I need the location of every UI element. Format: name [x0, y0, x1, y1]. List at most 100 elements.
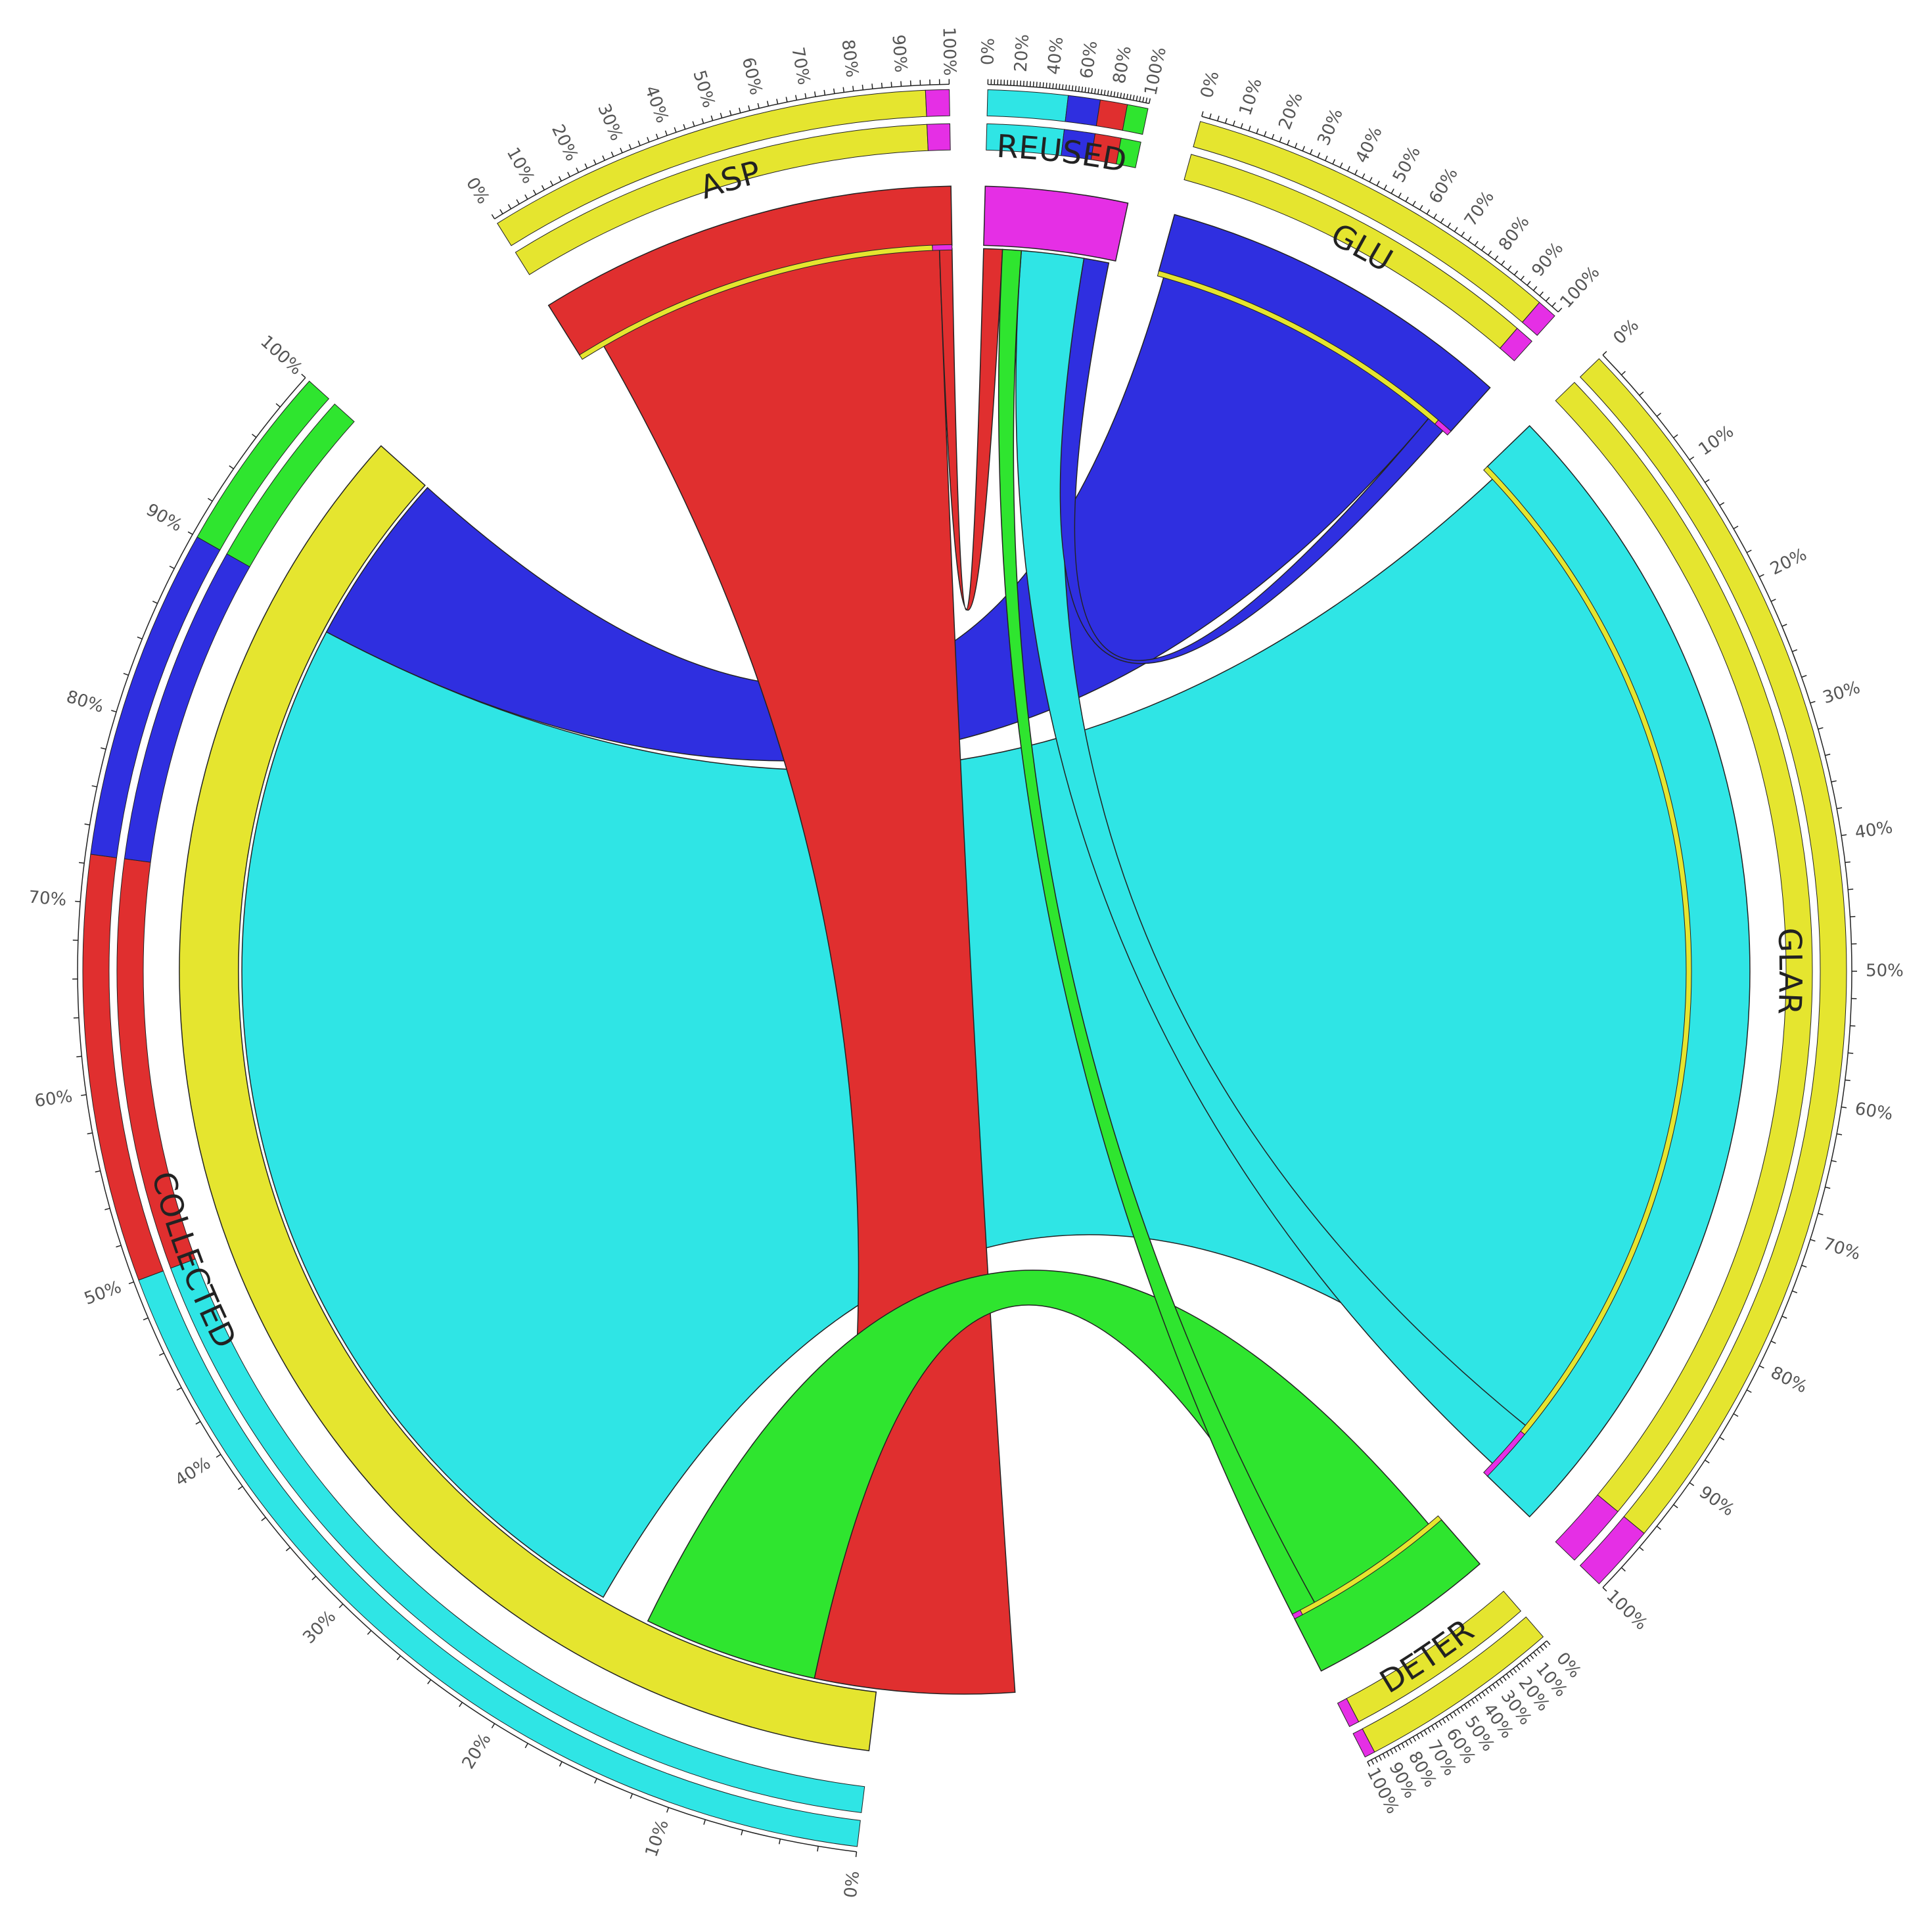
stack-bar-layer	[82, 89, 1847, 1847]
tick-label-reused: 100%	[1141, 45, 1170, 97]
tick-label-glu: 40%	[1352, 124, 1386, 166]
tick-deter	[1499, 1678, 1504, 1684]
tick-reused	[1142, 97, 1145, 103]
tick-glar	[1831, 1160, 1837, 1162]
tick-asp	[567, 172, 570, 177]
tick-deter	[1442, 1718, 1446, 1724]
tick-asp	[647, 137, 650, 143]
tick-glu	[1433, 214, 1437, 219]
tick-label-collected: 40%	[172, 1454, 214, 1491]
tick-glu	[1513, 270, 1519, 275]
tick-glu	[1507, 265, 1512, 271]
tick-collected	[285, 1547, 290, 1552]
tick-glu	[1390, 189, 1394, 194]
tick-collected	[338, 1603, 344, 1609]
tick-glu	[1347, 166, 1350, 172]
tick-label-asp: 60%	[738, 55, 766, 97]
tick-collected	[427, 1679, 432, 1684]
tick-glu	[1354, 170, 1358, 175]
tick-glu	[1447, 222, 1452, 228]
tick-deter	[1533, 1651, 1538, 1657]
tick-deter	[1431, 1725, 1435, 1731]
tick-label-collected: 10%	[641, 1817, 673, 1859]
tick-glar	[1792, 1290, 1798, 1293]
tick-asp	[549, 180, 553, 186]
tick-collected	[104, 1208, 110, 1210]
tick-glu	[1302, 146, 1305, 152]
tick-collected	[143, 1317, 149, 1321]
tick-glu	[1501, 260, 1505, 265]
tick-glar	[1705, 479, 1710, 483]
tick-glar	[1831, 780, 1837, 783]
tick-label-collected: 20%	[459, 1730, 495, 1773]
tick-asp	[871, 83, 873, 89]
tick-asp	[757, 103, 760, 108]
tick-glu	[1551, 302, 1556, 307]
tick-reused	[1059, 83, 1061, 89]
tick-deter	[1543, 1643, 1548, 1648]
tick-deter	[1485, 1689, 1490, 1694]
tick-glar	[1810, 1239, 1816, 1242]
tick-deter	[1546, 1640, 1551, 1645]
tick-glu	[1440, 218, 1444, 223]
tick-glar	[1746, 1389, 1752, 1393]
tick-glu	[1419, 205, 1423, 210]
tick-label-reused: 0%	[978, 37, 999, 65]
tick-reused	[1126, 93, 1128, 99]
tick-deter	[1467, 1701, 1472, 1707]
tick-reused	[1123, 93, 1126, 99]
tick-glu	[1494, 255, 1499, 261]
tick-collected	[158, 1352, 164, 1356]
tick-asp	[739, 107, 741, 113]
tick-deter	[1505, 1673, 1510, 1678]
tick-collected	[524, 1743, 528, 1749]
tick-collected	[91, 785, 97, 788]
tick-collected	[459, 1702, 463, 1707]
tick-label-glar: 20%	[1767, 545, 1810, 580]
tick-asp	[804, 93, 807, 99]
tick-collected	[594, 1778, 597, 1784]
tick-label-reused: 40%	[1044, 36, 1068, 76]
tick-glu	[1461, 231, 1465, 237]
tick-reused	[1049, 83, 1051, 89]
tick-deter	[1446, 1716, 1450, 1721]
tick-collected	[301, 373, 306, 379]
inner-strip-tail-asp	[932, 244, 953, 251]
tick-label-collected: 90%	[143, 500, 185, 536]
tick-label-glu: 80%	[1495, 212, 1534, 254]
tick-label-glu: 50%	[1389, 143, 1425, 186]
tick-collected	[152, 601, 158, 604]
tick-glu	[1332, 159, 1336, 165]
stack-bar-2-reused-part-2	[1095, 99, 1128, 131]
tick-collected	[491, 1723, 495, 1728]
tick-glu	[1362, 173, 1366, 179]
tick-reused	[1026, 81, 1028, 87]
tick-axis-glu	[1201, 116, 1559, 313]
tick-asp	[766, 101, 770, 106]
tick-label-glar: 30%	[1820, 678, 1862, 708]
tick-deter	[1513, 1668, 1517, 1673]
tick-glar	[1825, 753, 1831, 756]
tick-collected	[275, 403, 281, 407]
tick-deter	[1435, 1723, 1439, 1728]
tick-label-glar: 40%	[1854, 817, 1895, 842]
tick-glu	[1520, 275, 1525, 281]
tick-asp	[794, 95, 798, 101]
tick-collected	[101, 747, 106, 750]
tick-glar	[1639, 1546, 1644, 1552]
tick-deter	[1390, 1749, 1394, 1755]
tick-glu	[1539, 291, 1544, 296]
tick-asp	[507, 204, 512, 210]
tick-collected	[76, 1055, 82, 1057]
tick-reused	[1084, 87, 1087, 93]
tick-glar	[1801, 675, 1807, 678]
stack-bar-1-deter-part-1	[1337, 1698, 1360, 1728]
inner-strip-tail-glar	[1483, 1431, 1525, 1477]
tick-label-asp: 20%	[547, 122, 582, 164]
tick-glar	[1656, 413, 1661, 417]
tick-asp	[533, 189, 537, 195]
tick-asp	[862, 84, 864, 90]
tick-glar	[1758, 574, 1764, 578]
tick-asp	[584, 163, 588, 169]
tick-asp	[593, 159, 597, 165]
